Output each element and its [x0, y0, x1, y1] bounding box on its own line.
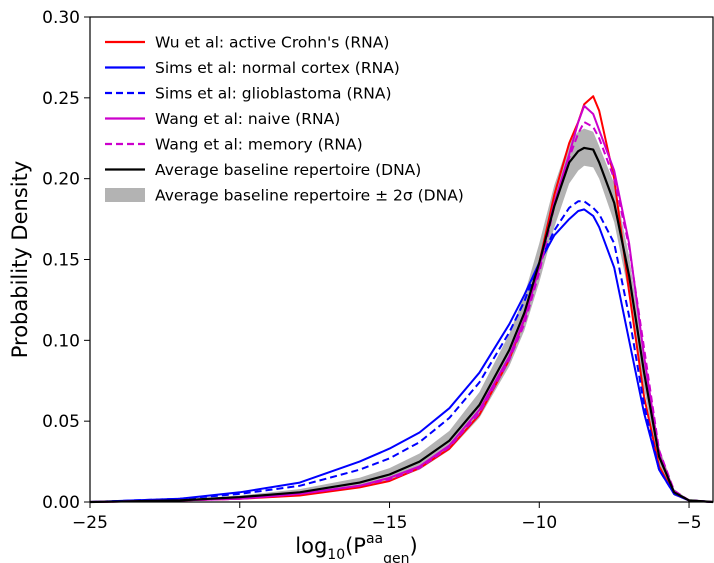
x-axis-label-sub: gen: [383, 551, 409, 563]
x-tick-label: −5: [677, 513, 702, 533]
legend-swatch: [105, 188, 145, 202]
legend-label: Wang et al: naive (RNA): [155, 110, 340, 128]
series-wang-et-al-memory-rna: [89, 121, 714, 503]
legend-item: Sims et al: normal cortex (RNA): [105, 59, 400, 77]
legend-item: Wu et al: active Crohn's (RNA): [105, 34, 389, 52]
x-tick-label: −20: [222, 513, 258, 533]
x-axis-label-log: log: [295, 534, 327, 558]
x-tick-label: −15: [372, 513, 408, 533]
x-axis-label-base: 10: [327, 547, 345, 563]
legend-item: Average baseline repertoire (DNA): [105, 161, 421, 179]
series-sims-et-al-normal-cortex-rna: [89, 208, 714, 503]
y-axis-label: Probability Density: [8, 161, 32, 359]
y-axis: 0.00 0.05 0.10 0.15 0.20 0.25 0.30: [42, 8, 90, 513]
series-wu-et-al-active-crohn-s-rna: [89, 95, 714, 503]
y-tick-label: 0.15: [42, 251, 80, 271]
y-tick-label: 0.00: [42, 493, 80, 513]
x-axis-label-close: ): [410, 534, 418, 558]
x-tick-label: −25: [72, 513, 108, 533]
legend: Wu et al: active Crohn's (RNA) Sims et al…: [105, 34, 464, 205]
y-tick-label: 0.25: [42, 89, 80, 109]
legend-label: Average baseline repertoire (DNA): [155, 161, 421, 179]
x-axis: −25 −20 −15 −10 −5: [72, 502, 702, 533]
y-tick-label: 0.05: [42, 412, 80, 432]
legend-item: Wang et al: memory (RNA): [105, 136, 363, 154]
legend-label: Wang et al: memory (RNA): [155, 136, 363, 154]
y-tick-label: 0.20: [42, 170, 80, 190]
series-average-baseline-repertoire-dna: [89, 146, 714, 504]
legend-label: Average baseline repertoire ± 2σ (DNA): [155, 187, 464, 205]
legend-label: Wu et al: active Crohn's (RNA): [155, 34, 389, 52]
y-tick-label: 0.30: [42, 8, 80, 28]
x-axis-label-open: (P: [345, 534, 366, 558]
x-axis-label: log10(Paagen): [295, 531, 417, 563]
plot-area: [89, 95, 714, 504]
legend-label: Sims et al: normal cortex (RNA): [155, 59, 400, 77]
legend-item: Sims et al: glioblastoma (RNA): [105, 85, 392, 103]
band-average-baseline-repertoire-2-dna: [90, 128, 713, 502]
x-tick-label: −10: [521, 513, 557, 533]
legend-label: Sims et al: glioblastoma (RNA): [155, 85, 392, 103]
y-tick-label: 0.10: [42, 331, 80, 351]
legend-item: Wang et al: naive (RNA): [105, 110, 340, 128]
x-axis-label-sup: aa: [366, 531, 383, 547]
legend-item: Average baseline repertoire ± 2σ (DNA): [105, 187, 464, 205]
